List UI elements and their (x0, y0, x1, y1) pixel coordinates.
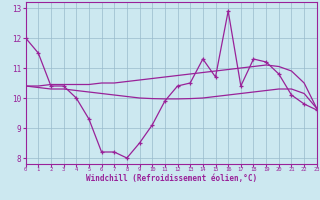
X-axis label: Windchill (Refroidissement éolien,°C): Windchill (Refroidissement éolien,°C) (86, 174, 257, 183)
